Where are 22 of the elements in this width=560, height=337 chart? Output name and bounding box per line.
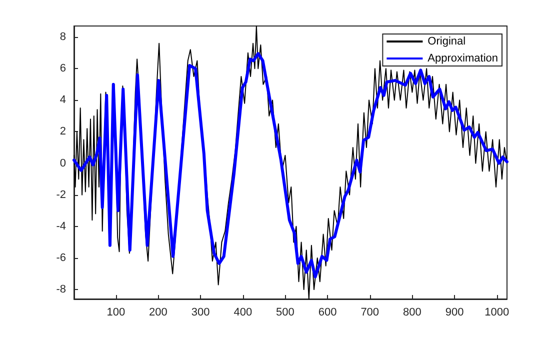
x-tick-label: 1000 [484,306,510,318]
y-tick-label: 0 [60,157,66,170]
legend-label: Approximation [428,52,498,64]
x-tick-label: 300 [191,306,210,318]
x-tick-label: 900 [445,306,464,318]
y-tick-label: 8 [60,31,66,44]
y-tick-label: -6 [56,252,66,264]
y-tick-label: 6 [60,62,66,75]
y-tick-label: 2 [60,126,66,138]
legend-label: Original [428,36,466,48]
x-tick-label: 200 [149,306,168,318]
x-tick-label: 100 [106,306,126,318]
y-tick-label: -2 [56,188,66,201]
y-tick-label: -8 [56,284,66,296]
x-tick-label: 500 [276,306,294,318]
x-tick-label: 700 [360,306,380,318]
x-tick-label: 800 [403,306,422,318]
x-tick-label: 400 [234,306,252,318]
y-tick-label: 4 [60,94,66,106]
line-series [72,52,508,278]
y-tick-label: -4 [56,220,66,232]
x-tick-label: 600 [318,306,337,318]
